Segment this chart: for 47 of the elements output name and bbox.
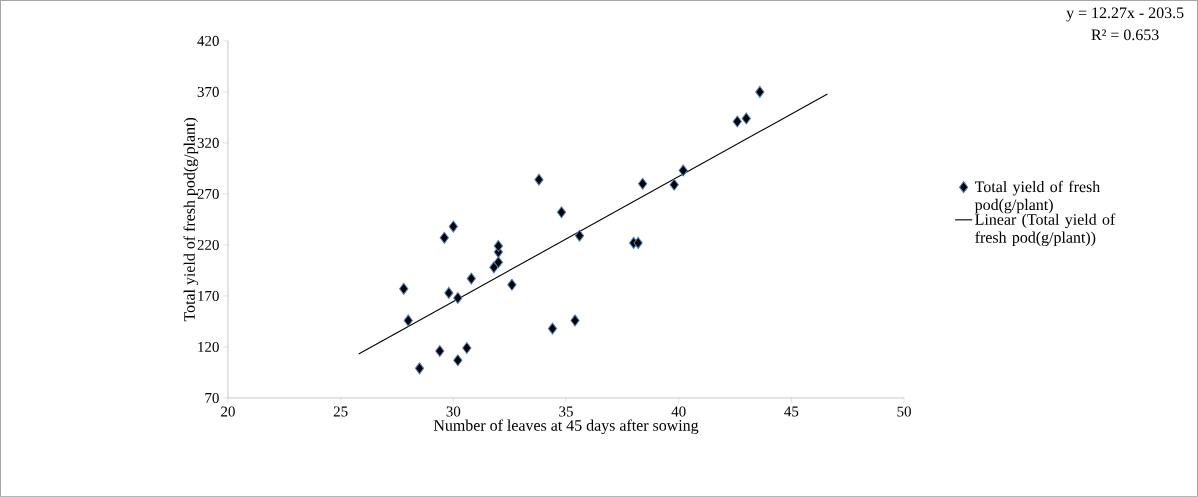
point: [732, 115, 742, 128]
point: [638, 177, 648, 190]
point: [507, 278, 517, 291]
point: [403, 314, 413, 327]
y-tick-label: 370: [197, 86, 219, 97]
x-tick-label: 45: [784, 406, 799, 417]
point: [439, 231, 449, 244]
point: [574, 229, 585, 242]
x-tick-label: 40: [671, 406, 686, 417]
y-tick-label: 320: [197, 137, 219, 149]
point: [414, 362, 425, 375]
y-tick-label: 220: [197, 239, 219, 251]
point: [466, 272, 476, 285]
y-tick-label: 270: [197, 188, 219, 200]
legend-label: Total yield of fresh pod(g/plant): [974, 180, 1101, 214]
point: [741, 112, 751, 125]
point: [570, 314, 580, 327]
text: R² = 0.653: [1091, 29, 1159, 41]
y-tick-label: 70: [205, 392, 219, 404]
point: [399, 282, 409, 295]
point: [534, 173, 544, 186]
x-tick-label: 25: [333, 406, 348, 417]
point: [489, 261, 499, 274]
point: [633, 236, 643, 249]
x-tick-label: 20: [221, 406, 235, 417]
point: [493, 240, 504, 253]
y-tick-label: 420: [197, 35, 219, 46]
x-tick-label: 50: [897, 406, 911, 417]
text: y = 12.27x - 203.5: [1066, 7, 1184, 22]
x-axis-title: Number of leaves at 45 days after sowing: [433, 419, 699, 435]
legend-label: Linear (Total yield of fresh pod(g/plant)): [975, 213, 1116, 247]
point: [678, 164, 688, 177]
point: [493, 256, 504, 269]
x-tick-label: 30: [446, 406, 461, 417]
point: [669, 178, 679, 191]
point: [462, 342, 472, 355]
point: [453, 354, 463, 367]
point: [453, 292, 463, 305]
point: [448, 220, 458, 233]
point: [435, 345, 445, 358]
x-tick-label: 35: [559, 406, 573, 417]
point: [547, 322, 558, 335]
y-tick-label: 170: [198, 290, 219, 302]
point: [556, 206, 567, 219]
point: [755, 85, 765, 98]
point: [444, 286, 454, 299]
y-tick-label: 120: [198, 341, 219, 353]
